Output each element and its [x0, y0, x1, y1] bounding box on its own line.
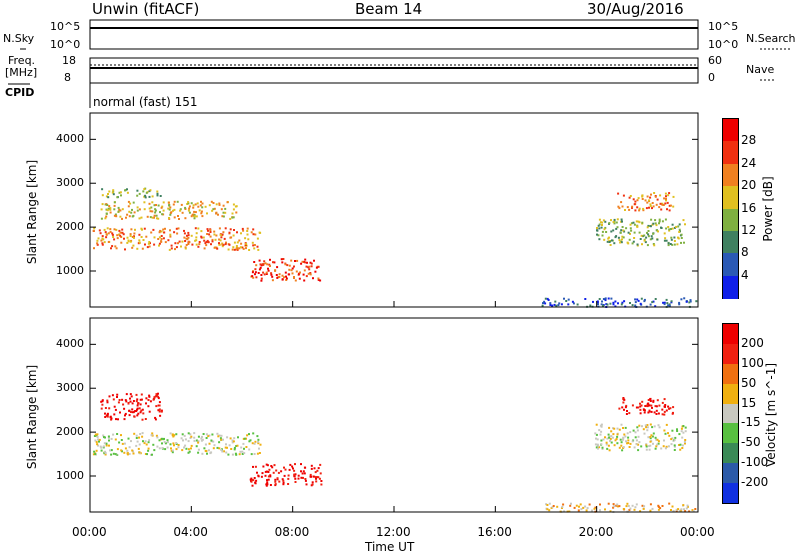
radar-title: Unwin (fitACF) — [92, 0, 200, 18]
velocity-ytick-label: 4000 — [56, 337, 84, 351]
velocity-colorbar-segment — [723, 343, 738, 365]
power-echo-region-3 — [250, 258, 322, 282]
xtick-label: 00:00 — [72, 525, 107, 539]
freq-tick-top: 18 — [62, 54, 76, 67]
velocity-colorbar-tick: 50 — [741, 375, 757, 390]
power-ytick-label: 1000 — [56, 264, 84, 277]
velocity-colorbar-tick: -200 — [741, 475, 769, 490]
cpid-label: CPID — [5, 86, 35, 99]
nsearch-tick-top: 10^5 — [708, 20, 739, 33]
power-colorbar-tick: 12 — [741, 222, 757, 237]
xtick-label: 20:00 — [578, 525, 614, 539]
power-ytick-label: 4000 — [56, 132, 84, 146]
nave-tick-top: 60 — [708, 54, 722, 67]
xtick-label: 08:00 — [274, 525, 310, 539]
velocity-colorbar-segment — [723, 363, 738, 385]
power-colorbar-tick: 4 — [741, 267, 749, 282]
velocity-colorbar-tick: 15 — [741, 395, 757, 410]
nsearch-label: N.Search — [746, 32, 796, 45]
x-axis-label: Time UT — [365, 540, 415, 554]
velocity-colorbar-segment — [723, 443, 738, 464]
velocity-colorbar-tick: 100 — [741, 355, 764, 370]
power-panel-bg — [90, 113, 698, 307]
velocity-colorbar-segment — [723, 423, 738, 444]
power-echo-region-1 — [100, 200, 238, 220]
xtick-label: 04:00 — [173, 525, 208, 539]
date-title: 30/Aug/2016 — [587, 0, 684, 18]
power-colorbar-segment — [723, 230, 738, 254]
xtick-label: 16:00 — [477, 525, 512, 539]
velocity-echo-region-2 — [249, 463, 323, 487]
power-colorbar — [722, 118, 739, 299]
power-echo-region-5 — [617, 192, 675, 212]
velocity-panel-bg — [90, 318, 698, 512]
velocity-colorbar-tick: -100 — [741, 455, 769, 470]
nave-label: Nave — [746, 63, 775, 76]
nsky-tick-top: 10^5 — [50, 20, 81, 33]
nsky-label: N.Sky — [3, 32, 35, 45]
power-colorbar-tick: 28 — [741, 133, 757, 148]
velocity-colorbar-tick: 200 — [741, 335, 764, 350]
power-colorbar-tick: 24 — [741, 155, 757, 170]
velocity-ylabel: Slant Range [km] — [25, 364, 39, 470]
freq-label: Freq. — [8, 54, 36, 67]
velocity-colorbar-segment — [723, 463, 738, 484]
power-colorbar-segment — [723, 208, 738, 232]
nsky-panel-frame — [89, 19, 699, 50]
velocity-ytick-label: 1000 — [56, 469, 84, 482]
power-colorbar-segment — [723, 253, 738, 277]
velocity-colorbar-tick: -15 — [741, 415, 761, 430]
velocity-echo-region-0 — [92, 432, 262, 456]
power-ytick-label: 3000 — [56, 176, 84, 190]
power-echo-region-2 — [101, 187, 162, 199]
power-ytick-label: 2000 — [56, 220, 84, 234]
power-colorbar-segment — [723, 275, 738, 299]
freq-tick-bottom: 8 — [64, 71, 71, 84]
power-colorbar-segment — [723, 141, 738, 165]
power-colorbar-segment — [723, 186, 738, 209]
power-colorbar-tick: 16 — [741, 200, 757, 215]
velocity-echo-region-1 — [100, 392, 163, 421]
velocity-colorbar-segment — [723, 383, 738, 405]
power-echo-region-4 — [596, 218, 686, 247]
beam-title: Beam 14 — [355, 0, 423, 18]
velocity-ytick-label: 3000 — [56, 381, 84, 395]
power-colorbar-segment — [723, 119, 738, 142]
velocity-colorbar-tick: -50 — [741, 435, 761, 450]
power-echo-region-0 — [92, 227, 262, 251]
freq-unit: [MHz] — [5, 66, 38, 79]
xtick-label: 12:00 — [376, 525, 411, 539]
power-colorbar-tick: 8 — [741, 245, 749, 260]
nsearch-tick-bottom: 10^0 — [708, 38, 739, 51]
velocity-ytick-label: 2000 — [56, 425, 84, 439]
freq-panel-frame — [89, 57, 699, 84]
velocity-echo-region-4 — [618, 397, 675, 416]
velocity-colorbar-segment — [723, 483, 738, 504]
velocity-colorbar-segment — [723, 403, 738, 424]
xtick-label: 00:00 — [680, 525, 715, 539]
power-ylabel: Slant Range [km] — [25, 159, 39, 265]
cpid-value: normal (fast) 151 — [93, 95, 198, 109]
nave-tick-bottom: 0 — [708, 71, 715, 84]
velocity-colorbar — [722, 323, 739, 504]
velocity-colorbar-segment — [723, 324, 738, 345]
power-colorbar-label: Power [dB] — [761, 176, 775, 242]
nsky-tick-bottom: 10^0 — [50, 38, 81, 51]
velocity-echo-region-3 — [594, 423, 687, 452]
power-colorbar-tick: 20 — [741, 178, 757, 193]
power-colorbar-segment — [723, 163, 738, 187]
